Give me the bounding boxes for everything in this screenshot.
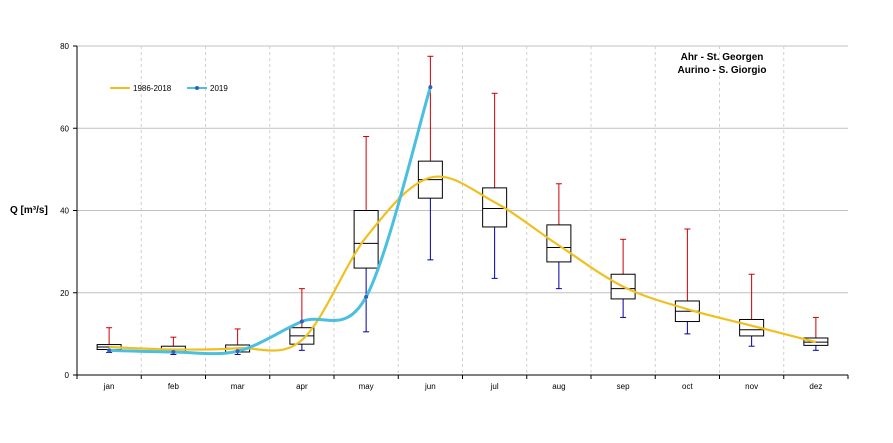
chart-title-line-2: Aurino - S. Giorgio [678, 65, 767, 76]
legend-marker-2019 [195, 86, 199, 90]
y-tick-label: 20 [60, 289, 69, 298]
x-tick-label-oct: oct [682, 382, 693, 391]
point-2019-apr [299, 319, 304, 324]
legend-label-1986-2018: 1986-2018 [133, 84, 172, 93]
x-tick-label-nov: nov [745, 382, 758, 391]
y-axis-label: Q [m³/s] [10, 205, 48, 216]
x-tick-label-apr: apr [296, 382, 308, 391]
x-tick-label-dez: dez [809, 382, 822, 391]
point-2019-jan [107, 348, 112, 353]
x-tick-label-jul: jul [490, 382, 499, 391]
point-2019-feb [171, 349, 176, 354]
x-tick-label-sep: sep [617, 382, 630, 391]
series-lines [107, 85, 817, 356]
legend-label-2019: 2019 [210, 84, 228, 93]
x-tick-label-may: may [359, 382, 374, 391]
legend: 1986-2018 2019 [110, 84, 228, 93]
y-tick-label: 60 [60, 124, 69, 133]
box-aug [546, 224, 572, 263]
series-line-1986-2018 [109, 175, 817, 352]
box-may [353, 210, 379, 269]
y-tick-label: 40 [60, 207, 69, 216]
x-tick-label-feb: feb [168, 382, 180, 391]
axes: 0 20 40 60 80 jan feb mar apr may jun jul aug sep oct n… [60, 42, 849, 391]
x-tick-label-mar: mar [231, 382, 245, 391]
x-tick-label-jun: jun [424, 382, 436, 391]
x-tick-label-jan: jan [103, 382, 115, 391]
grid-lines [77, 45, 848, 375]
y-tick-label: 80 [60, 42, 69, 51]
point-2019-mar [235, 349, 240, 354]
chart-title-line-1: Ahr - St. Georgen [681, 52, 764, 63]
x-tick-label-aug: aug [552, 382, 565, 391]
point-2019-may [364, 294, 369, 299]
point-2019-jun [428, 85, 433, 90]
y-tick-label: 0 [65, 371, 70, 380]
